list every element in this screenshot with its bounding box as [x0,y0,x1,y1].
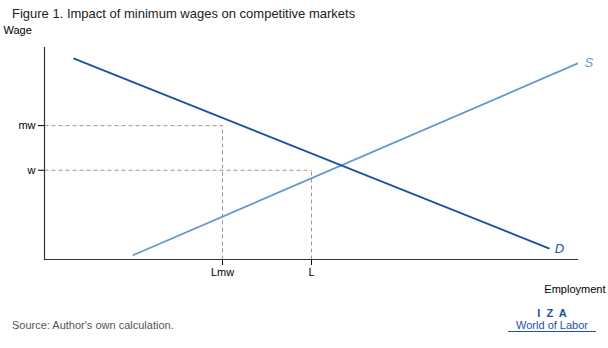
html-text:World of Labor: World of Labor [516,319,588,331]
html-text:Figure 1. Impact of minimum wa: Figure 1. Impact of minimum wages on com… [12,6,356,21]
svg-text:Wage: Wage [4,24,32,36]
html-text:I Z A: I Z A [537,307,567,319]
svg-text:L: L [308,266,314,278]
svg-text:w: w [27,164,36,176]
svg-text:Lmw: Lmw [211,266,234,278]
html-text:Source: Author's own calculati: Source: Author's own calculation. [12,319,174,331]
svg-text:mw: mw [18,119,35,131]
svg-text:D: D [555,241,564,256]
svg-text:S: S [585,55,594,70]
svg-text:Employment: Employment [544,283,605,295]
